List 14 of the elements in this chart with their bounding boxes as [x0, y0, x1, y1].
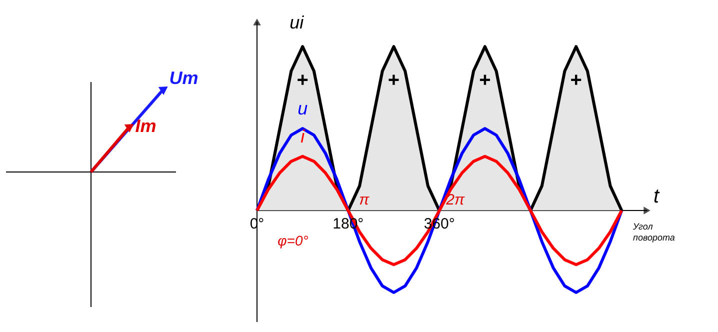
annotation: φ=0°: [278, 232, 309, 249]
annotation: +: [570, 70, 582, 92]
annotation: +: [388, 70, 400, 92]
text: Im: [135, 116, 156, 136]
legend-label: ui: [290, 12, 305, 33]
x-axis-title: t: [653, 186, 660, 208]
series-label: i: [300, 126, 306, 146]
annotation: 2π: [445, 192, 466, 209]
annotation: +: [296, 70, 308, 92]
annotation: Угол поворота: [632, 222, 675, 243]
text: Um: [169, 68, 198, 88]
annotation: +: [479, 70, 491, 92]
annotation: π: [359, 192, 370, 209]
series-label: u: [298, 98, 308, 119]
